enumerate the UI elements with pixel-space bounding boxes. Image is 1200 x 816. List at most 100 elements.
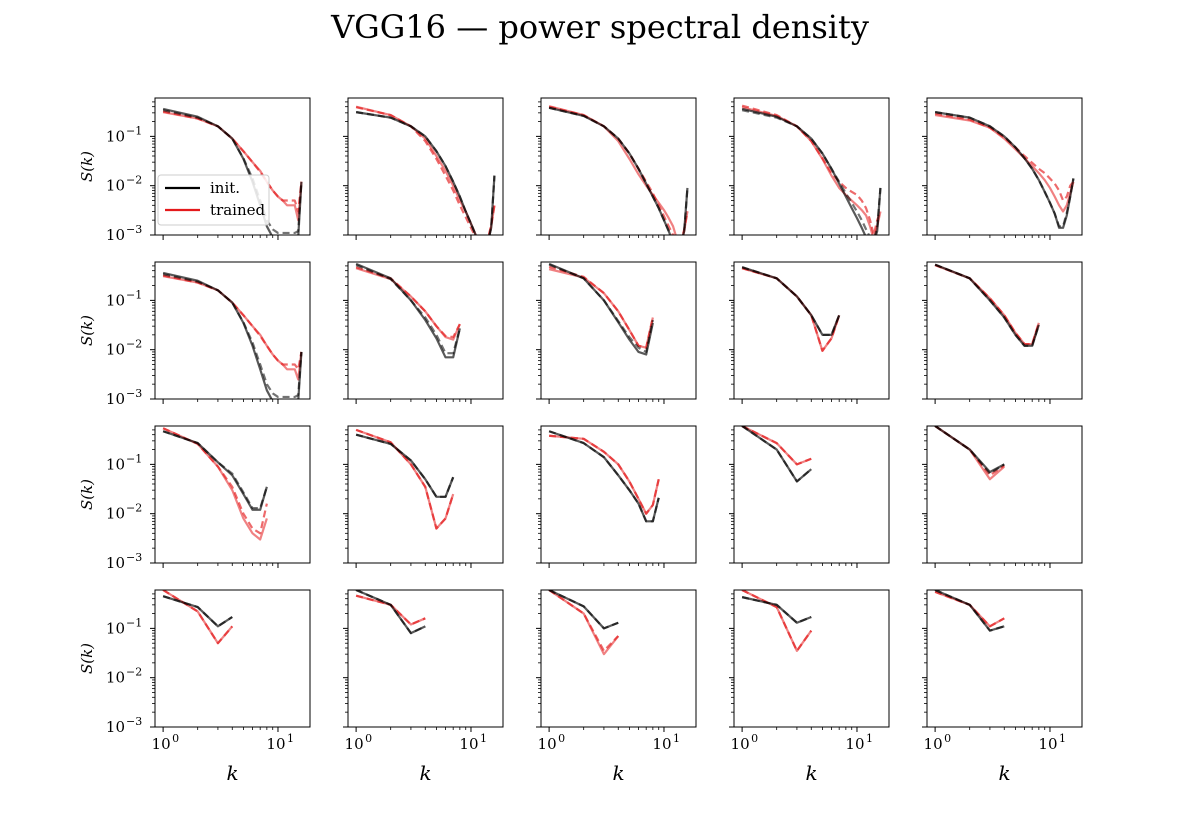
x-tick-label: 10 bbox=[266, 735, 285, 753]
series-trained-solid-line bbox=[549, 434, 660, 515]
x-tick-exponent: 1 bbox=[866, 732, 873, 745]
axes-frame bbox=[926, 261, 1083, 400]
series-trained-solid-line bbox=[548, 105, 689, 235]
series-group bbox=[355, 105, 496, 235]
series-trained-solid-line bbox=[162, 427, 268, 541]
series-trained-dashed-line bbox=[355, 594, 426, 626]
series-init-dashed-line bbox=[162, 273, 303, 399]
axes-frame bbox=[347, 97, 504, 236]
y-tick-exponent: −3 bbox=[126, 715, 142, 728]
series-group bbox=[934, 426, 1005, 481]
axes-frame bbox=[540, 261, 697, 400]
series-init-solid-line bbox=[741, 596, 812, 624]
axes-frame bbox=[347, 589, 504, 728]
series-init-solid-line bbox=[355, 111, 496, 235]
series-trained-dashed-line bbox=[355, 266, 461, 339]
series-init-dashed-line bbox=[355, 590, 426, 635]
y-tick-label: 10 bbox=[106, 455, 125, 473]
series-init-solid-line bbox=[741, 107, 882, 235]
y-tick-label: 10 bbox=[106, 669, 125, 687]
series-group bbox=[548, 262, 654, 356]
y-tick-exponent: −2 bbox=[126, 666, 142, 679]
axes-frame bbox=[154, 425, 311, 564]
chart-title: VGG16 — power spectral density bbox=[330, 8, 869, 46]
series-trained-dashed-line bbox=[934, 264, 1040, 346]
panel-4-2: 10 0 10 1k bbox=[343, 589, 504, 785]
series-group bbox=[741, 266, 841, 352]
series-trained-solid-line bbox=[355, 267, 461, 341]
y-axis-label: S(k) bbox=[78, 479, 96, 510]
series-group bbox=[934, 111, 1075, 229]
x-tick-label: 10 bbox=[924, 735, 943, 753]
panel-4-5: 10 0 10 1k bbox=[922, 589, 1083, 785]
series-trained-dashed-line bbox=[548, 590, 620, 652]
series-group bbox=[162, 107, 303, 235]
series-trained-dashed-line bbox=[355, 106, 496, 235]
series-trained-solid-line bbox=[548, 268, 654, 349]
x-tick-exponent: 0 bbox=[558, 732, 565, 745]
series-group bbox=[355, 262, 461, 359]
series-group bbox=[355, 590, 426, 635]
series-trained-dashed-line bbox=[741, 267, 841, 352]
y-tick-exponent: −1 bbox=[126, 452, 142, 465]
x-axis-label: k bbox=[998, 761, 1010, 785]
y-tick-label: 10 bbox=[106, 341, 125, 359]
series-group bbox=[741, 590, 813, 652]
panel-4-4: 10 0 10 1k bbox=[729, 589, 890, 785]
x-tick-exponent: 0 bbox=[751, 732, 758, 745]
axes-frame bbox=[926, 589, 1083, 728]
series-trained-dashed-line bbox=[549, 434, 660, 515]
y-tick-exponent: −3 bbox=[126, 223, 142, 236]
series-trained-solid-line bbox=[741, 106, 882, 235]
y-tick-label: 10 bbox=[106, 390, 125, 408]
panel-2-2 bbox=[343, 261, 504, 404]
series-init-dashed-line bbox=[355, 264, 461, 355]
series-trained-solid-line bbox=[934, 264, 1040, 346]
series-group bbox=[548, 105, 689, 235]
series-trained-solid-line bbox=[355, 105, 496, 235]
series-init-dashed-line bbox=[548, 106, 689, 235]
series-group bbox=[741, 104, 882, 235]
y-tick-exponent: −1 bbox=[126, 124, 142, 137]
series-init-solid-line bbox=[355, 590, 426, 635]
panel-1-1: 10−110−210 −3S(k)init.trained bbox=[78, 97, 311, 244]
panel-1-2 bbox=[343, 97, 504, 240]
y-tick-exponent: −2 bbox=[126, 502, 142, 515]
y-axis-label: S(k) bbox=[78, 315, 96, 346]
y-tick-label: 10 bbox=[106, 619, 125, 637]
series-trained-dashed-line bbox=[162, 590, 234, 645]
series-init-dashed-line bbox=[934, 263, 1040, 347]
series-init-dashed-line bbox=[934, 590, 1005, 632]
series-trained-solid-line bbox=[355, 594, 426, 626]
panel-4-3: 10 0 10 1k bbox=[536, 589, 697, 785]
series-init-solid-line bbox=[934, 263, 1040, 347]
y-tick-label: 10 bbox=[106, 554, 125, 572]
series-trained-dashed-line bbox=[162, 427, 268, 535]
y-tick-label: 10 bbox=[106, 505, 125, 523]
axes-frame bbox=[347, 261, 504, 400]
panel-3-5 bbox=[922, 425, 1083, 568]
x-axis-label: k bbox=[612, 761, 624, 785]
panel-1-5 bbox=[922, 97, 1083, 240]
series-init-solid-line bbox=[934, 111, 1075, 229]
series-group bbox=[934, 590, 1005, 632]
series-trained-dashed-line bbox=[548, 265, 654, 349]
series-init-dashed-line bbox=[741, 426, 812, 483]
y-tick-label: 10 bbox=[106, 291, 125, 309]
axes-frame bbox=[540, 589, 697, 728]
series-trained-dashed-line bbox=[548, 105, 689, 235]
series-init-solid-line bbox=[162, 430, 268, 511]
series-init-dashed-line bbox=[934, 111, 1075, 228]
series-trained-dashed-line bbox=[934, 112, 1075, 202]
series-group bbox=[934, 263, 1040, 347]
y-tick-exponent: −2 bbox=[126, 338, 142, 351]
axes-frame bbox=[733, 425, 890, 564]
y-tick-exponent: −1 bbox=[126, 616, 142, 629]
y-tick-label: 10 bbox=[106, 226, 125, 244]
series-trained-dashed-line bbox=[934, 590, 1005, 628]
series-trained-solid-line bbox=[355, 428, 455, 530]
series-trained-solid-line bbox=[548, 590, 620, 656]
x-tick-label: 10 bbox=[845, 735, 864, 753]
series-init-dashed-line bbox=[355, 433, 455, 498]
